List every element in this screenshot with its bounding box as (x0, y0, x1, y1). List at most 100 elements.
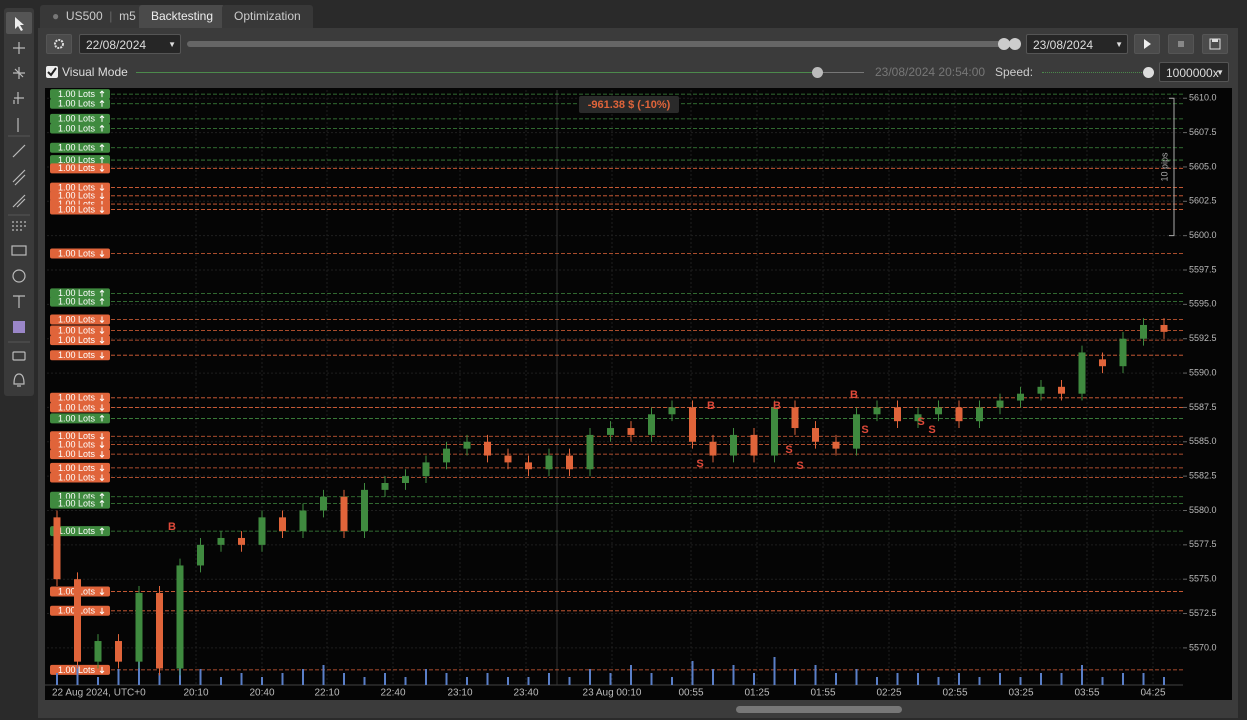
y-tick-label: 5575.0 (1189, 574, 1217, 584)
alert-icon[interactable] (13, 373, 25, 387)
start-date[interactable]: 22/08/2024 ▼ (79, 34, 181, 54)
fib-icon[interactable] (12, 194, 26, 208)
end-date[interactable]: 23/08/2024 ▼ (1026, 34, 1128, 54)
volume-bar (1142, 673, 1145, 685)
order-box (50, 113, 110, 124)
order-label: 1.00 Lots (58, 204, 96, 214)
range-handle[interactable] (998, 38, 1010, 50)
order-arrow (99, 414, 105, 422)
current-time: 23/08/2024 20:54:00 (875, 65, 986, 79)
candle-body (668, 407, 676, 415)
backtesting-tab[interactable]: Backtesting (139, 5, 226, 28)
volume-bar (896, 673, 899, 685)
channel-icon[interactable] (12, 169, 26, 186)
speed-handle[interactable] (1143, 67, 1154, 78)
order-box (50, 664, 110, 675)
candle-body (258, 517, 266, 545)
y-tick-label: 5607.5 (1189, 127, 1217, 137)
speed-field[interactable]: 1000000x ▼ (1159, 62, 1229, 82)
order-arrow (99, 289, 105, 297)
candle-body (381, 483, 389, 490)
candle-body (976, 407, 983, 422)
candle-body (402, 476, 409, 484)
volume-bar (589, 669, 591, 685)
order-label: 1.00 Lots (58, 89, 96, 99)
date-range-slider[interactable] (187, 41, 1017, 47)
time-label: 00:55 (678, 688, 703, 699)
crosshair-icon[interactable] (13, 42, 25, 54)
order-label: 1.00 Lots (58, 463, 96, 473)
order-arrow (99, 115, 105, 122)
order-label: 1.00 Lots (58, 123, 96, 133)
hline-icon[interactable] (13, 92, 24, 104)
cursor-icon[interactable] (15, 17, 24, 31)
crosshair2-icon[interactable] (13, 67, 25, 79)
volume-bar (507, 677, 509, 685)
range-handle[interactable] (1009, 38, 1021, 50)
order-arrow (99, 607, 105, 615)
y-tick-label: 5570.0 (1189, 642, 1217, 652)
candle-body (1160, 324, 1168, 332)
trade-marker: S (917, 416, 924, 428)
volume-bar (322, 665, 325, 685)
rect-icon[interactable] (11, 245, 27, 256)
order-box (50, 498, 110, 509)
stop-button[interactable] (1168, 34, 1194, 54)
order-label: 1.00 Lots (58, 335, 96, 345)
volume-bar (568, 677, 571, 685)
time-label: 23:40 (513, 688, 538, 699)
volume-bar (240, 673, 243, 685)
order-box (50, 335, 110, 346)
order-label: 1.00 Lots (58, 199, 96, 209)
order-box (50, 288, 110, 299)
symbol-tab[interactable]: ● US500 | m5 (40, 5, 148, 28)
order-box (50, 449, 110, 460)
order-box (50, 155, 110, 166)
save-button[interactable] (1202, 34, 1228, 54)
order-box (50, 462, 110, 473)
ellipse-icon[interactable] (12, 269, 26, 283)
volume-bar (753, 673, 755, 685)
candle-body (627, 428, 635, 435)
trend-icon[interactable] (12, 144, 26, 158)
y-tick-label: 5592.5 (1189, 333, 1217, 343)
order-arrow (99, 451, 105, 458)
order-arrow (99, 297, 105, 305)
visual-mode-checkbox[interactable] (46, 66, 58, 78)
volume-bar (917, 673, 919, 685)
volume-bar (404, 677, 407, 685)
progress-handle[interactable] (812, 67, 823, 78)
y-tick-label: 5577.5 (1189, 539, 1217, 549)
fibo-icon[interactable] (12, 221, 26, 231)
order-box (50, 526, 110, 537)
range-bracket (1169, 97, 1175, 237)
speed-slider[interactable] (1042, 72, 1148, 73)
scrollbar[interactable] (736, 706, 902, 713)
play-button[interactable] (1134, 34, 1160, 54)
candle-body (853, 414, 860, 449)
order-label: 1.00 Lots (58, 449, 96, 459)
pnl-label: -961.38 $ (-10%) (588, 99, 671, 111)
text-icon[interactable] (13, 295, 25, 308)
trade-marker: S (861, 424, 868, 436)
optimization-tab[interactable]: Optimization (222, 5, 313, 28)
order-box (50, 402, 110, 413)
order-label: 1.00 Lots (58, 431, 96, 441)
volume-bar (138, 661, 140, 685)
symbol: US500 (65, 9, 103, 23)
color-icon[interactable] (13, 321, 25, 333)
candle-body (545, 455, 553, 470)
candle-body (586, 434, 594, 470)
candle-body (115, 641, 122, 662)
order-label: 1.00 Lots (58, 114, 96, 124)
order-label: 1.00 Lots (58, 248, 96, 258)
order-box (50, 182, 110, 193)
camera-icon[interactable] (12, 351, 26, 361)
candle-body (463, 441, 471, 449)
order-box (50, 248, 110, 259)
order-label: 1.00 Lots (58, 296, 96, 306)
visual-mode-label: Visual Mode (62, 65, 128, 79)
order-arrow (99, 433, 105, 440)
settings-button[interactable] (46, 34, 72, 54)
